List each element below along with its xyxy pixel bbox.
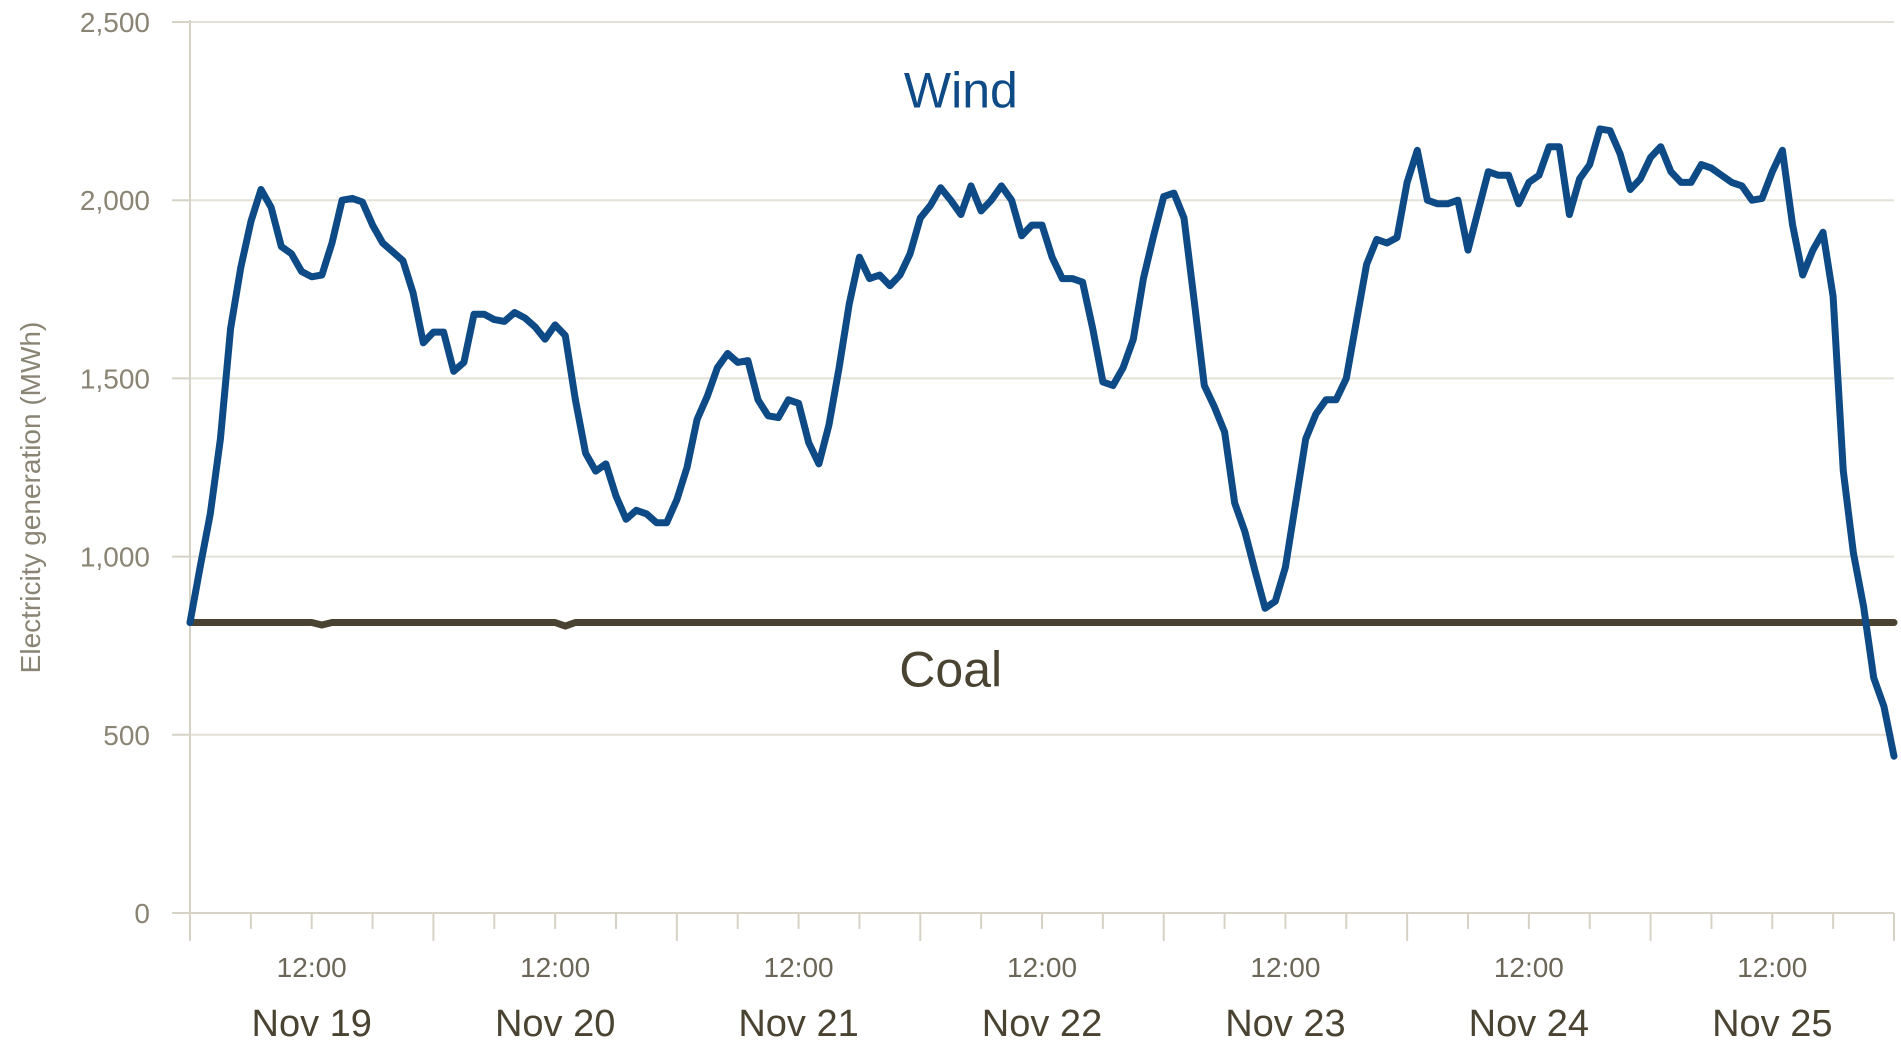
x-axis-ticks: 12:00 12:00 12:00 12:00 12:00 12:00 12:00 Nov 1…	[189, 913, 1895, 1045]
x-day-label: Nov 22	[982, 1003, 1102, 1045]
gridlines	[190, 21, 1894, 736]
series-labels: Wind Coal	[899, 63, 1018, 698]
x-day-label: Nov 19	[252, 1003, 372, 1045]
x-day-label: Nov 25	[1712, 1003, 1832, 1045]
y-axis-title: Electricity generation (MWh)	[15, 322, 46, 674]
y-tick-label: 1,000	[80, 542, 150, 573]
x-time-tick-label: 12:00	[520, 952, 590, 983]
x-day-label: Nov 23	[1225, 1003, 1345, 1045]
y-tick-label: 500	[103, 720, 150, 751]
x-time-tick-label: 12:00	[764, 952, 834, 983]
y-tick-label: 2,500	[80, 7, 150, 38]
x-day-label: Nov 24	[1469, 1003, 1589, 1045]
x-time-tick-label: 12:00	[1737, 952, 1807, 983]
y-tick-label: 2,000	[80, 185, 150, 216]
y-axis-ticks: 0 500 1,000 1,500 2,000 2,500	[80, 7, 190, 929]
y-tick-label: 0	[134, 898, 150, 929]
x-day-label: Nov 20	[495, 1003, 615, 1045]
x-time-tick-label: 12:00	[277, 952, 347, 983]
series-line-coal	[186, 619, 1898, 630]
x-day-label: Nov 21	[738, 1003, 858, 1045]
x-time-tick-label: 12:00	[1007, 952, 1077, 983]
series-label-coal: Coal	[899, 642, 1002, 698]
series-label-wind: Wind	[904, 63, 1018, 119]
series-line-wind	[186, 125, 1898, 760]
y-tick-label: 1,500	[80, 363, 150, 394]
axes	[189, 20, 1894, 923]
x-time-tick-label: 12:00	[1494, 952, 1564, 983]
x-time-tick-label: 12:00	[1250, 952, 1320, 983]
series-layer	[186, 125, 1898, 760]
